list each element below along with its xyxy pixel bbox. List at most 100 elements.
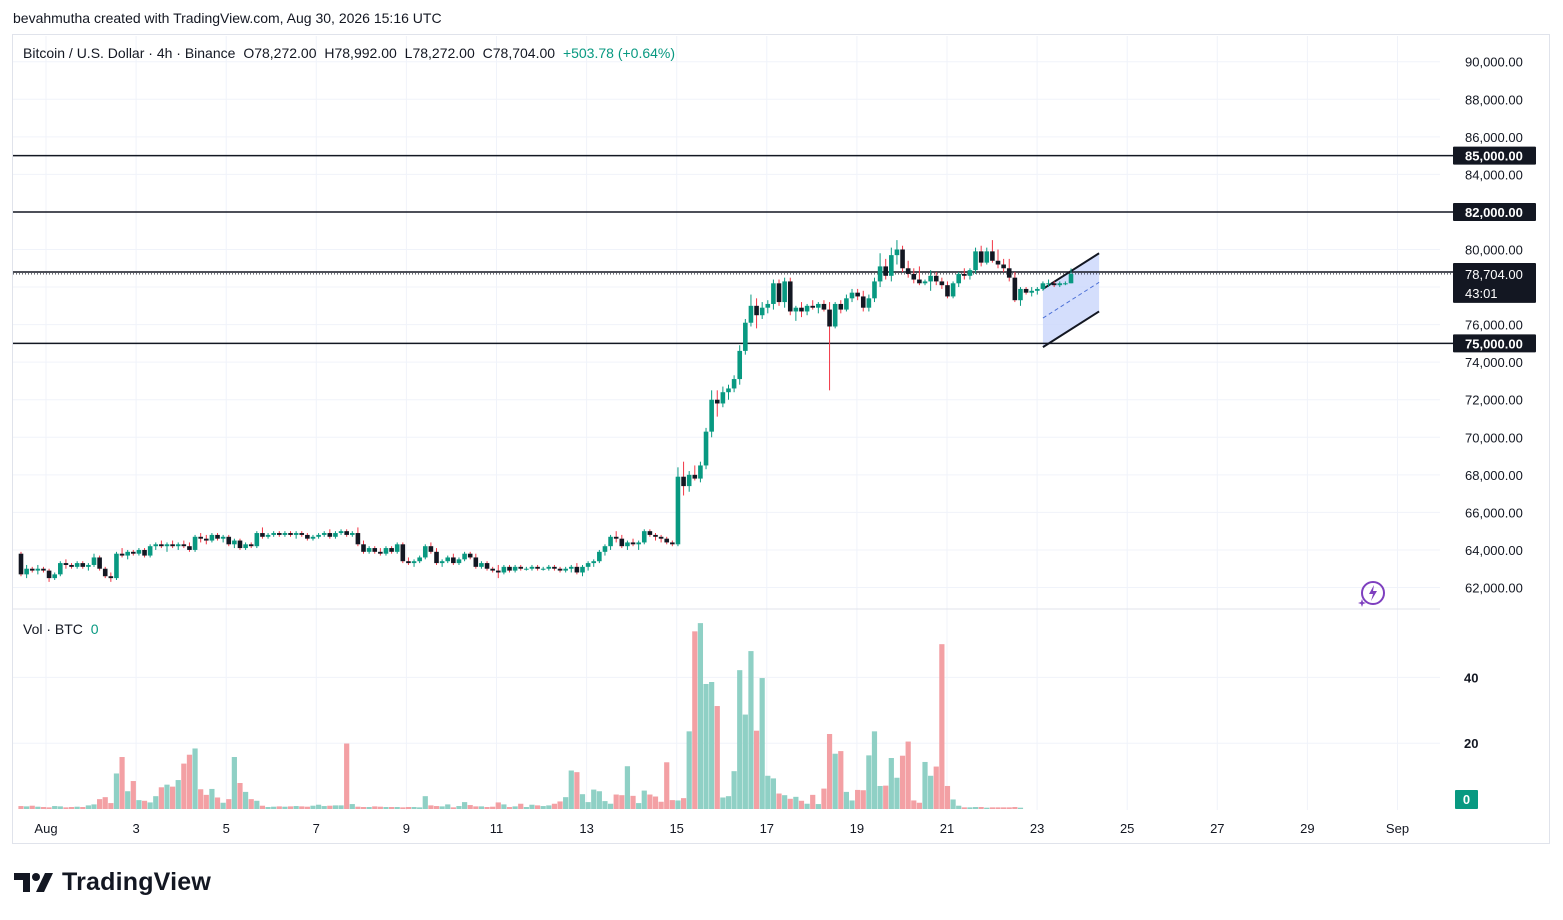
channel-fill [1042,253,1100,348]
volume-bar [400,807,406,809]
candle [74,561,80,569]
price-tick-label: 66,000.00 [1465,505,1523,520]
volume-bar [220,802,226,809]
volume-bar [916,802,922,809]
volume-bar [607,803,614,809]
volume-bar [709,682,715,809]
candle-body [383,548,389,554]
candle [355,527,361,547]
candle-body [546,566,552,569]
candle-body [434,551,439,564]
volume-bar [776,793,782,809]
candle [484,561,490,571]
symbol-label[interactable]: Bitcoin / U.S. Dollar · 4h · Binance [23,45,236,61]
candle [754,298,759,329]
candle [164,542,170,552]
candle [877,253,883,288]
candle [147,544,153,558]
candle-body [978,251,984,263]
candle-body [726,388,731,393]
candle-body [625,542,630,547]
volume-bar [956,805,962,809]
volume-bar [748,651,754,809]
chart-frame [12,34,1550,844]
volume-bar [737,670,743,809]
candle [389,546,394,554]
volume-bar [1012,807,1018,809]
candle [422,544,428,560]
candle-body [366,548,372,552]
candle [153,542,159,550]
candle [260,527,265,539]
candle-body [557,568,563,571]
volume-bar [467,805,473,809]
candle-body [349,533,355,535]
time-tick-label: 5 [223,821,230,836]
volume-bar [332,805,339,809]
candle [625,540,630,550]
candle [535,564,540,571]
tradingview-logo[interactable]: TradingView [14,866,211,898]
volume-bar [265,807,271,809]
candle-body [422,546,428,558]
candle [91,553,97,567]
volume-bar [310,805,316,809]
volume-tick-label: 40 [1464,670,1478,685]
volume-bar [315,804,322,809]
candle [507,564,512,573]
candle [366,546,372,554]
candle [703,427,709,470]
volume-bar [259,805,266,809]
candle-body [759,307,765,316]
candle-body [411,561,417,564]
volume-bar [787,798,793,809]
candle [787,277,793,316]
candle [136,548,142,556]
volume-bar [344,743,350,809]
volume-bar [551,803,558,809]
volume-label[interactable]: Vol · BTC [23,621,83,637]
candle-body [692,474,698,479]
candle [198,533,203,543]
volume-bar [24,806,30,809]
candle-body [641,531,647,543]
candle-body [743,322,748,351]
chart-caption: bevahmutha created with TradingView.com,… [13,10,442,26]
lightning-icon[interactable] [1357,580,1389,613]
price-axis: 90,000.00 88,000.00 86,000.00 84,000.00 80,0… [1453,55,1536,596]
level-label-box [1453,146,1536,165]
volume-bar [91,804,97,809]
volume-legend: Vol · BTC 0 [23,621,99,637]
volume-bar [271,806,277,809]
volume-bar [237,783,243,809]
volume-bar [377,806,383,809]
price-tick-label: 70,000.00 [1465,430,1523,445]
candle-body [372,548,378,552]
candle-body [782,281,787,303]
candle-body [170,544,175,547]
volume-bar [1006,807,1012,809]
price-tick-label: 84,000.00 [1465,167,1523,182]
candle [102,566,108,579]
candle [905,260,911,278]
candle [1051,281,1057,288]
volume-bar [596,791,602,809]
candle [591,559,597,567]
candle-body [1063,283,1068,285]
grid-lines [13,36,1440,810]
candle [675,467,681,547]
candle-body [552,566,557,569]
candle [434,548,439,565]
volume-bar [742,714,748,809]
level-label: 85,000.00 [1465,149,1523,164]
volume-bar [804,803,810,809]
candle [928,270,933,291]
candle [518,564,524,571]
candle [889,247,894,282]
volume-bar [405,807,412,809]
candle [125,549,130,560]
candle-body [265,534,271,537]
candle-body [400,544,406,562]
candle-body [1057,283,1063,286]
